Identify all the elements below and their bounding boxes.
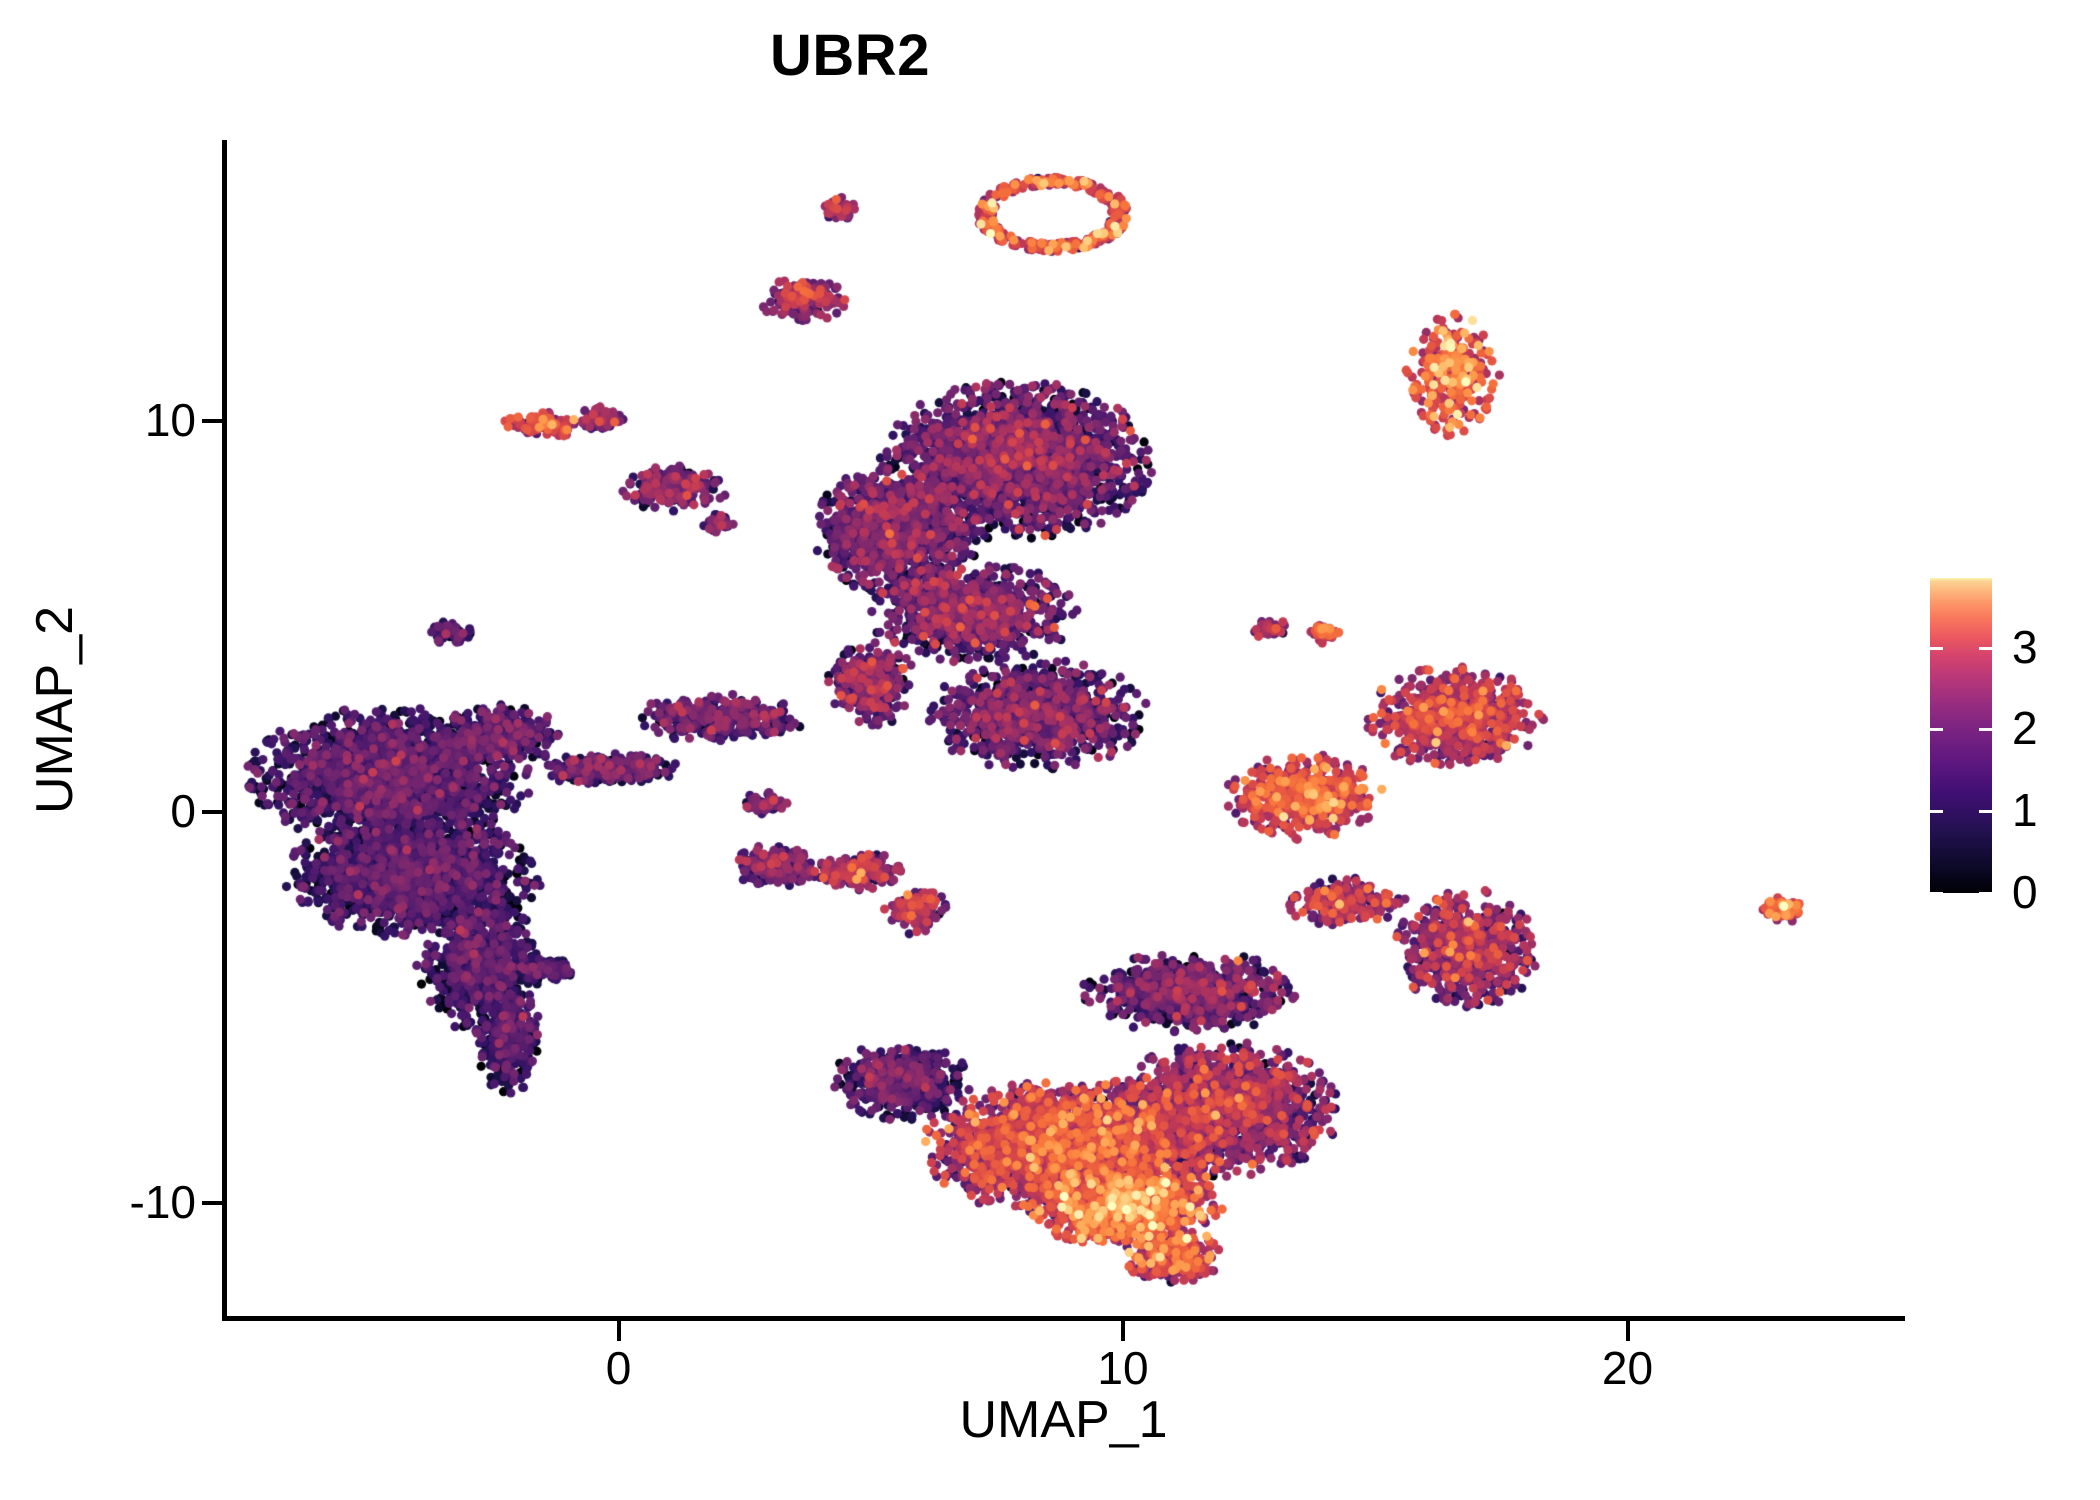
x-tick-label: 0 (605, 1342, 632, 1394)
colorbar-tick-mark (1979, 646, 1992, 650)
y-tick-mark (202, 419, 222, 424)
y-tick-label: 0 (170, 785, 196, 838)
x-tick-label: 20 (1601, 1342, 1654, 1394)
colorbar-tick-mark (1979, 728, 1992, 732)
colorbar-tick-mark (1979, 892, 1992, 895)
x-tick-mark (1121, 1321, 1126, 1341)
colorbar-tick-label: 3 (2012, 620, 2038, 673)
x-tick-mark (616, 1321, 621, 1341)
y-axis-line (222, 140, 227, 1320)
colorbar-tick-mark (1930, 892, 1943, 895)
y-tick-label: 10 (144, 394, 196, 447)
y-axis-title: UMAP_2 (26, 605, 84, 815)
colorbar-tick-mark (1930, 810, 1943, 814)
page-title: UBR2 (770, 23, 930, 88)
color-legend: 0 1 2 3 (1930, 578, 2080, 915)
colorbar-tick-mark (1979, 810, 1992, 814)
colorbar-tick-label: 1 (2012, 784, 2038, 837)
y-axis-ticks: -10 0 10 (0, 0, 196, 1500)
y-tick-label: -10 (129, 1175, 196, 1228)
x-axis-title: UMAP_1 (959, 1391, 1168, 1449)
colorbar-tick-mark (1930, 728, 1943, 732)
colorbar-tick-label: 2 (2012, 702, 2038, 755)
x-tick-label: 10 (1097, 1342, 1149, 1394)
colorbar-tick-label: 0 (2012, 866, 2038, 918)
x-axis-line (222, 1316, 1905, 1321)
colorbar-gradient (1930, 578, 1992, 893)
y-tick-mark (202, 1200, 222, 1205)
scatter-canvas (225, 140, 1905, 1320)
y-tick-mark (202, 810, 222, 815)
plot-panel (225, 140, 1905, 1320)
colorbar-tick-mark (1930, 646, 1943, 650)
x-tick-mark (1625, 1321, 1630, 1341)
